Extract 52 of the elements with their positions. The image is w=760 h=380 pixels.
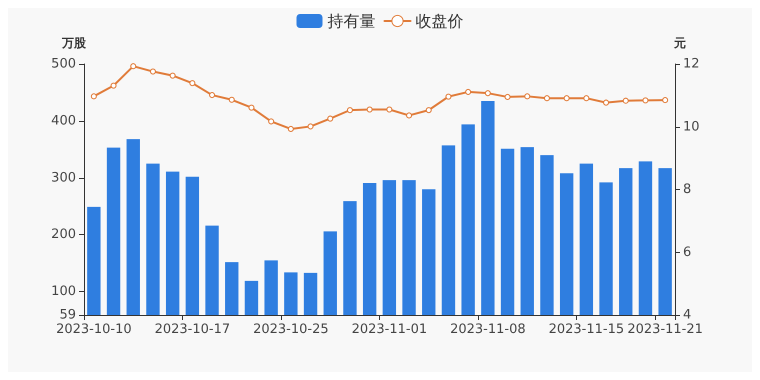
point [642,97,648,104]
y-tick-label: 400 [51,113,76,128]
x-tick-label: 2023-10-17 [154,322,230,337]
x-tick-label: 2023-10-25 [253,322,329,337]
point [150,68,156,75]
point [170,72,176,79]
y-tick-label: 200 [51,227,76,242]
y2-tick-label: 4 [683,308,692,322]
point [426,107,432,114]
point [228,96,235,103]
point [622,98,629,104]
point [288,126,294,132]
x-tick-label: 2023-11-08 [450,322,526,337]
point [110,82,117,89]
point [130,63,136,70]
y2-tick-label: 12 [683,56,700,72]
point [544,95,550,102]
point [504,94,511,100]
point [346,107,353,114]
point [465,88,472,95]
y-tick-label: 500 [51,56,76,72]
point [366,106,373,112]
point [386,106,392,112]
point [209,92,216,98]
point [90,93,97,100]
legend-label: 收盘价 [416,12,464,30]
y-tick-label: 100 [51,284,76,300]
x-tick-label: 2023-11-01 [352,322,428,337]
point [524,93,530,100]
y2-tick-label: 6 [683,244,692,260]
point [603,100,610,106]
point [484,90,491,96]
point [583,95,590,102]
x-tick-label: 2023-10-10 [56,322,132,337]
y2-tick-label: 10 [683,119,700,134]
y-tick-label: 59 [59,308,76,322]
point [248,104,254,111]
y2-axis-title: 元 [673,36,686,50]
point [189,80,196,86]
x-tick-label: 2023-11-15 [548,322,624,337]
point [564,95,570,102]
point [406,112,412,118]
y-axis-title: 万股 [61,36,87,50]
point [268,118,274,124]
point [662,97,668,104]
point [327,116,334,122]
x-tick-label: 2023-11-21 [627,322,703,337]
legend-label: 持有量 [328,12,376,30]
y2-tick-label: 8 [683,182,692,197]
point [445,94,452,100]
point [308,123,314,130]
y-tick-label: 300 [51,170,76,186]
